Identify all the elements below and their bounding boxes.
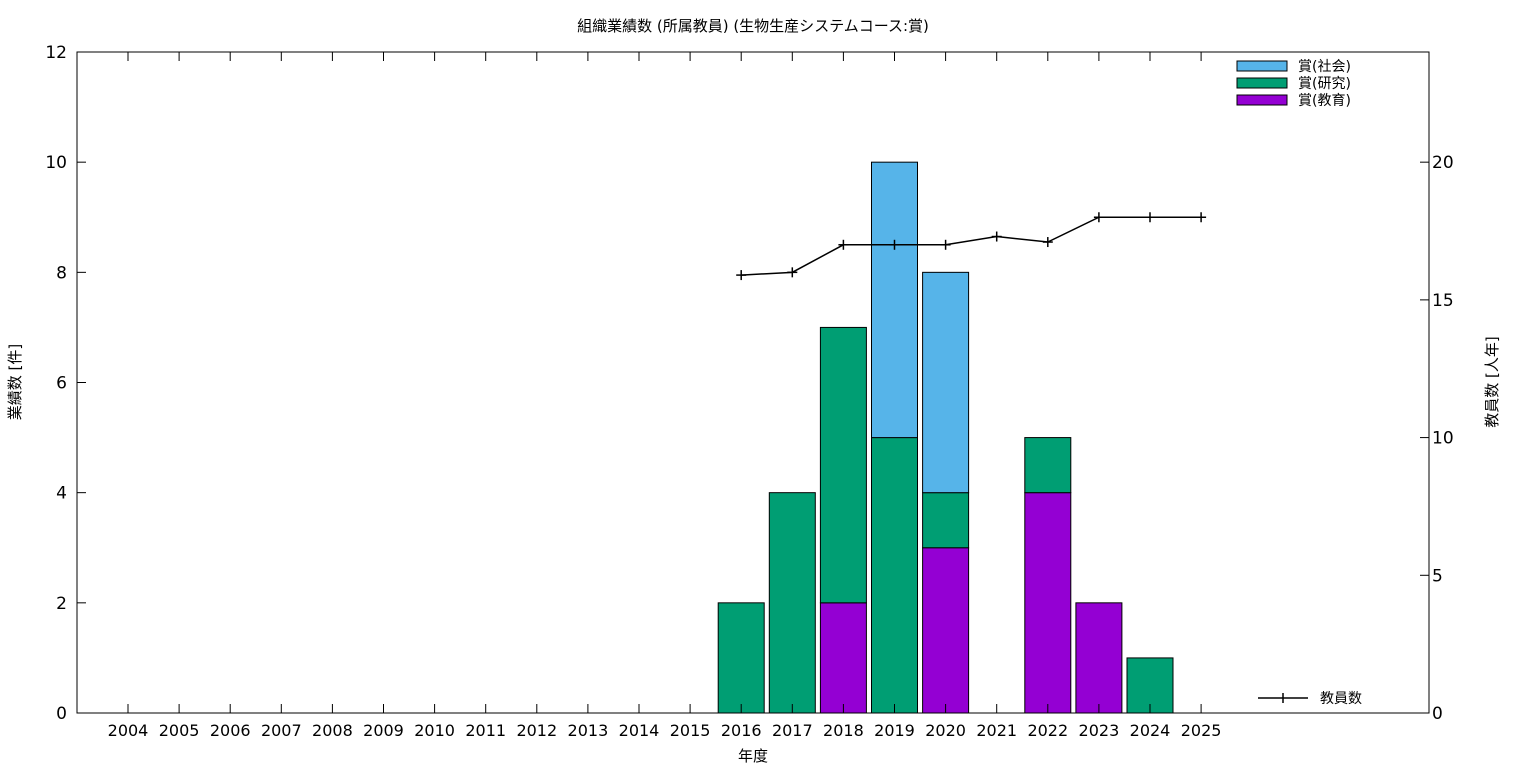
x-tick-label: 2010 — [414, 721, 455, 740]
legend-swatch — [1236, 94, 1288, 106]
x-tick-label: 2013 — [568, 721, 609, 740]
axes-layer: 0 2 4 6 8 10 12 0 5 10 15 20 2004 2005 2006 2007 2008 200… — [45, 43, 1453, 740]
x-tick-label: 2011 — [465, 721, 506, 740]
legend-item-2: 賞(社会) — [1236, 59, 1351, 75]
legend-item-1: 賞(研究) — [1236, 76, 1351, 92]
bar-2018-series-1 — [819, 326, 867, 604]
bar-2019-series-1 — [871, 437, 918, 714]
y-tick-label: 0 — [56, 704, 67, 724]
x-tick-label: 2017 — [772, 721, 813, 740]
line-point-2019 — [889, 239, 900, 250]
x-tick-label: 2014 — [619, 721, 660, 740]
x-tick-label: 2007 — [261, 721, 302, 740]
x-tick-label: 2023 — [1079, 721, 1120, 740]
y-tick-label: 12 — [45, 43, 67, 63]
x-tick-label: 2021 — [976, 721, 1017, 740]
legend-swatch — [1236, 77, 1288, 89]
line-point-2016 — [736, 270, 747, 281]
line-point-2018 — [838, 239, 849, 250]
x-tick-label: 2025 — [1181, 721, 1222, 740]
x-tick-label: 2005 — [159, 721, 200, 740]
y-tick-label: 6 — [56, 374, 67, 394]
line-point-2020 — [940, 239, 951, 250]
line-layer — [736, 212, 1207, 281]
y2-axis-label: 教員数 [人年] — [1483, 336, 1501, 427]
y2-tick-label: 0 — [1432, 704, 1443, 724]
x-tick-label: 2004 — [108, 721, 149, 740]
line-point-2022 — [1042, 237, 1053, 248]
legend-swatch — [1236, 60, 1288, 72]
line-point-2023 — [1093, 212, 1104, 223]
legend-label: 賞(研究) — [1298, 76, 1351, 92]
x-tick-label: 2015 — [670, 721, 711, 740]
x-axis-label: 年度 — [738, 747, 768, 765]
legend-item-line: 教員数 — [1258, 691, 1362, 707]
bar-2022-series-1 — [1024, 437, 1072, 494]
legend-line-label: 教員数 — [1320, 691, 1362, 707]
x-tick-label: 2018 — [823, 721, 864, 740]
y2-tick-label: 15 — [1432, 291, 1454, 311]
x-tick-label: 2019 — [874, 721, 915, 740]
legend-item-0: 賞(教育) — [1236, 93, 1351, 109]
line-point-2024 — [1145, 212, 1155, 223]
x-tick-label: 2024 — [1130, 721, 1171, 740]
x-tick-label: 2022 — [1027, 721, 1068, 740]
bar-2020-series-2 — [922, 271, 970, 494]
legend: 賞(社会)賞(研究)賞(教育) 教員数 — [1236, 59, 1362, 707]
x-tick-label: 2020 — [925, 721, 966, 740]
y-tick-label: 10 — [45, 153, 67, 173]
legend-label: 賞(社会) — [1298, 59, 1351, 75]
x-tick-label: 2006 — [210, 721, 251, 740]
y-tick-label: 8 — [56, 263, 67, 283]
line-point-2021 — [991, 231, 1002, 242]
bar-2020-series-1 — [922, 492, 970, 549]
bars-layer — [717, 161, 1174, 714]
y2-tick-label: 5 — [1432, 566, 1443, 586]
y-axis-label: 業績数 [件] — [6, 344, 24, 420]
line-point-2017 — [787, 267, 798, 278]
bar-2020-series-0 — [922, 547, 970, 714]
bar-2022-series-0 — [1024, 492, 1072, 714]
x-tick-label: 2009 — [363, 721, 404, 740]
x-tick-label: 2008 — [312, 721, 353, 740]
y-tick-label: 2 — [56, 594, 67, 614]
bar-2016-series-1 — [717, 602, 765, 714]
x-tick-label: 2012 — [516, 721, 557, 740]
y-tick-label: 4 — [56, 484, 67, 504]
y2-tick-label: 20 — [1432, 153, 1454, 173]
line-series-faculty-count — [741, 216, 1202, 276]
bar-2017-series-1 — [768, 492, 816, 714]
line-point-2025 — [1196, 212, 1207, 223]
bar-2019-series-2 — [871, 161, 918, 439]
legend-label: 賞(教育) — [1298, 93, 1351, 109]
chart-title: 組織業績数 (所属教員) (生物生産システムコース:賞) — [577, 17, 929, 35]
x-tick-label: 2016 — [721, 721, 762, 740]
bar-2023-series-0 — [1075, 602, 1123, 714]
y2-tick-label: 10 — [1432, 429, 1454, 449]
bar-2018-series-0 — [819, 602, 867, 714]
